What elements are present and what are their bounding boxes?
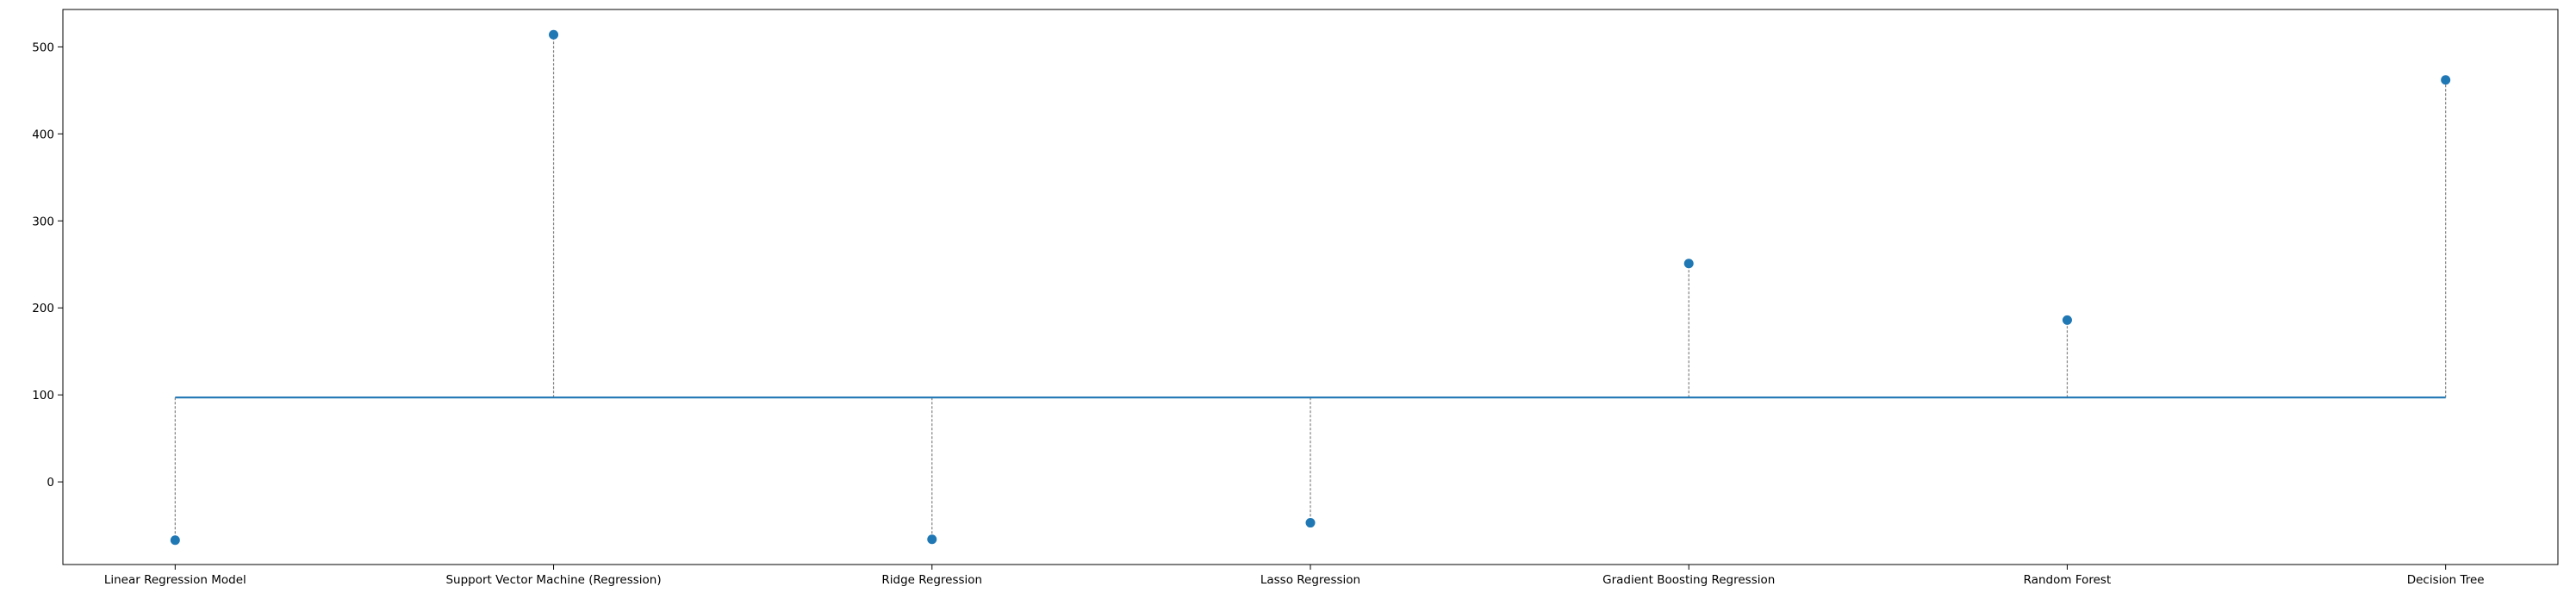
x-tick-label: Decision Tree	[2407, 573, 2485, 587]
data-point	[2062, 315, 2072, 325]
x-tick-label: Lasso Regression	[1260, 573, 1360, 587]
x-axis: Linear Regression Model Support Vector Ma…	[104, 565, 2485, 587]
y-tick-label: 300	[32, 215, 54, 228]
y-axis: 0 100 200 300 400 500	[32, 41, 63, 490]
data-point	[1683, 259, 1694, 269]
y-tick-label: 100	[32, 389, 54, 402]
y-tick-label: 200	[32, 302, 54, 315]
markers-layer	[170, 29, 2451, 546]
stems-layer	[174, 34, 2447, 540]
x-tick-label: Random Forest	[2024, 573, 2112, 587]
x-tick-label: Ridge Regression	[881, 573, 982, 587]
data-point	[2441, 75, 2451, 85]
x-tick-label: Gradient Boosting Regression	[1602, 573, 1775, 587]
y-tick-label: 400	[32, 128, 54, 141]
data-point	[1305, 518, 1316, 528]
x-tick-label: Support Vector Machine (Regression)	[445, 573, 661, 587]
x-tick-label: Linear Regression Model	[104, 573, 246, 587]
data-point	[170, 535, 180, 546]
y-tick-label: 500	[32, 41, 54, 54]
data-point	[927, 534, 937, 545]
data-point	[549, 29, 559, 40]
y-tick-label: 0	[47, 476, 54, 490]
